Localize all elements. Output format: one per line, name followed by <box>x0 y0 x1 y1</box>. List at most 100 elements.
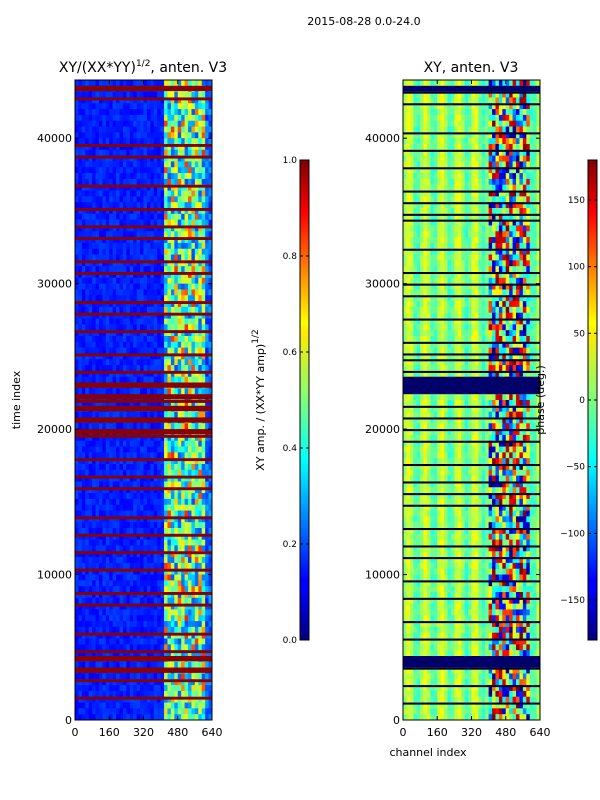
heat-cell <box>157 632 162 640</box>
heat-cell <box>153 481 158 488</box>
heat-cell <box>153 324 158 331</box>
heat-cell <box>136 155 141 163</box>
heat-cell <box>129 283 134 291</box>
heat-cell <box>188 673 193 680</box>
heat-cell <box>143 510 148 517</box>
heat-cell <box>116 277 121 285</box>
heat-cell <box>95 144 100 151</box>
heat-cell <box>403 132 408 139</box>
heat-cell <box>140 167 145 174</box>
heat-cell <box>160 609 165 616</box>
heat-cell <box>150 149 155 157</box>
heat-cell <box>167 475 172 483</box>
heat-cell <box>75 318 80 325</box>
heat-cell <box>109 400 114 407</box>
heat-cell <box>150 528 155 535</box>
heat-cell <box>184 376 189 384</box>
heat-cell <box>119 469 124 477</box>
heat-cell <box>208 138 212 145</box>
heat-cell <box>92 126 97 133</box>
heat-cell <box>150 673 155 680</box>
heat-cell <box>143 213 148 221</box>
heat-cell <box>150 167 155 174</box>
colorbar-tick-label: 0.2 <box>283 540 297 550</box>
heat-cell <box>150 586 155 593</box>
heat-cell <box>526 91 531 99</box>
heat-cell <box>174 202 179 209</box>
heat-cell <box>122 522 127 529</box>
heat-cell <box>174 696 179 704</box>
heat-cell <box>191 469 196 477</box>
heat-cell <box>177 615 182 622</box>
heat-cell <box>126 446 131 453</box>
heat-cell <box>454 132 459 139</box>
heat-cell <box>129 103 134 110</box>
heat-cell <box>129 365 134 372</box>
heat-cell <box>109 144 114 151</box>
heat-cell <box>406 126 411 133</box>
heat-cell <box>198 673 203 680</box>
heat-cell <box>184 498 189 506</box>
heat-cell <box>92 504 97 512</box>
heat-cell <box>92 411 97 419</box>
heat-cell <box>133 202 138 209</box>
heat-cell <box>126 318 131 325</box>
heat-cell <box>188 219 193 227</box>
heat-cell <box>92 493 97 500</box>
heat-cell <box>133 580 138 587</box>
heat-cell <box>112 272 117 279</box>
heat-cell <box>188 504 193 512</box>
heat-cell <box>191 487 196 494</box>
heat-cell <box>205 161 210 168</box>
heat-cell <box>164 679 169 686</box>
heat-cell <box>191 144 196 151</box>
heat-cell <box>174 132 179 139</box>
heat-cell <box>109 353 114 360</box>
heat-cell <box>437 97 442 104</box>
heat-cell <box>509 132 514 139</box>
heat-cell <box>485 120 490 128</box>
heat-cell <box>143 685 148 692</box>
heat-cell <box>433 138 438 145</box>
heat-cell <box>495 144 500 151</box>
heat-cell <box>184 324 189 331</box>
heat-cell <box>112 679 117 686</box>
heat-cell <box>157 609 162 616</box>
heat-cell <box>116 469 121 477</box>
heat-cell <box>167 504 172 512</box>
heat-cell <box>181 504 186 512</box>
heat-cell <box>447 132 452 139</box>
heat-cell <box>205 592 210 599</box>
heat-cell <box>98 522 103 529</box>
heat-cell <box>136 161 141 168</box>
heat-cell <box>122 132 127 139</box>
heat-cell <box>92 266 97 273</box>
heat-cell <box>512 109 517 116</box>
heat-cell <box>150 638 155 645</box>
heat-cell <box>126 690 131 698</box>
heat-cell <box>201 644 206 651</box>
heat-cell <box>116 551 121 558</box>
heat-cell <box>505 109 510 116</box>
heat-cell <box>109 434 114 442</box>
heat-cell <box>516 103 521 110</box>
heat-cell <box>102 708 107 715</box>
heat-cell <box>157 464 162 471</box>
heat-cell <box>102 487 107 494</box>
heat-cell <box>109 469 114 477</box>
heat-cell <box>461 138 466 145</box>
heat-cell <box>157 458 162 465</box>
heat-cell <box>188 97 193 104</box>
heat-cell <box>188 231 193 238</box>
heat-cell <box>95 353 100 360</box>
heat-cell <box>133 388 138 395</box>
heat-cell <box>188 103 193 110</box>
heat-cell <box>184 545 189 552</box>
heat-cell <box>188 685 193 692</box>
heat-cell <box>181 173 186 180</box>
heat-cell <box>129 237 134 244</box>
heat-cell <box>136 347 141 355</box>
heat-cell <box>126 109 131 116</box>
heat-cell <box>143 574 148 581</box>
heat-cell <box>191 708 196 715</box>
